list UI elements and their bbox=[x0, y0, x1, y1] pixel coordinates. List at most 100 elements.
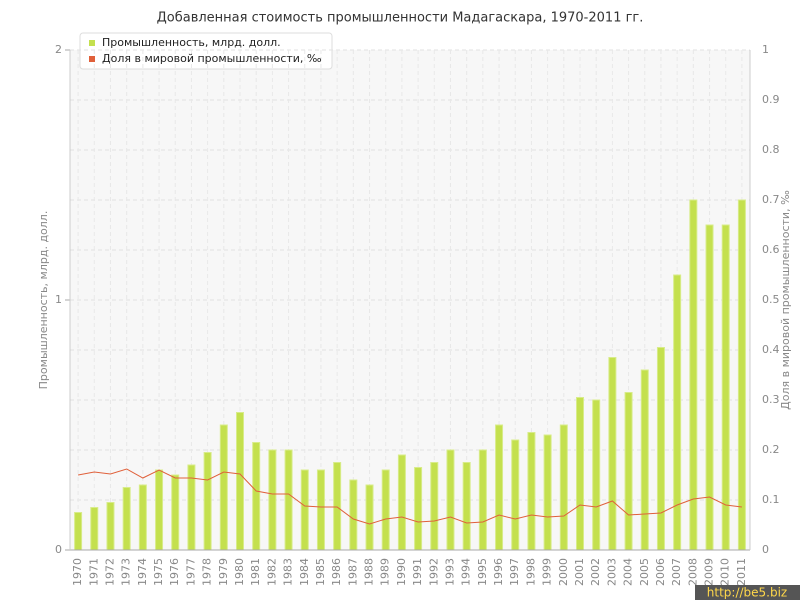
x-tick-label: 1980 bbox=[233, 558, 246, 586]
x-tick-label: 2002 bbox=[589, 558, 602, 586]
x-tick-label: 1974 bbox=[136, 558, 149, 586]
legend-label: Доля в мировой промышленности, ‰ bbox=[102, 52, 322, 65]
bar bbox=[527, 432, 536, 551]
y2-tick-label: 0.2 bbox=[762, 443, 780, 456]
x-tick-label: 1993 bbox=[443, 558, 456, 586]
x-tick-label: 2005 bbox=[638, 558, 651, 586]
bar bbox=[236, 412, 244, 551]
bar bbox=[349, 479, 358, 551]
bar bbox=[219, 424, 228, 551]
bar bbox=[414, 467, 423, 551]
x-tick-label: 1981 bbox=[249, 558, 262, 586]
x-tick-label: 2003 bbox=[605, 558, 618, 586]
bar bbox=[543, 434, 552, 551]
watermark: http://be5.biz bbox=[707, 586, 787, 600]
y2-tick-label: 0.6 bbox=[762, 243, 780, 256]
bar bbox=[721, 224, 730, 551]
bar bbox=[430, 462, 439, 551]
y2-axis-title: Доля в мировой промышленности, ‰ bbox=[779, 190, 792, 410]
x-tick-label: 1996 bbox=[492, 558, 505, 586]
bar bbox=[495, 424, 504, 551]
x-tick-label: 1975 bbox=[152, 558, 165, 586]
x-tick-label: 1984 bbox=[298, 558, 311, 586]
y-tick-label: 0 bbox=[55, 543, 62, 556]
bar bbox=[106, 502, 115, 551]
x-tick-label: 1982 bbox=[265, 558, 278, 586]
x-tick-label: 1983 bbox=[282, 558, 295, 586]
x-tick-label: 1992 bbox=[427, 558, 440, 586]
x-tick-label: 1976 bbox=[168, 558, 181, 586]
x-tick-label: 1999 bbox=[541, 558, 554, 586]
bar bbox=[203, 452, 212, 551]
bar bbox=[252, 442, 261, 551]
bar bbox=[316, 469, 325, 551]
legend-swatch bbox=[89, 56, 95, 62]
chart-title: Добавленная стоимость промышленности Мад… bbox=[157, 11, 644, 26]
bar bbox=[333, 462, 342, 551]
bar bbox=[640, 369, 649, 551]
bar bbox=[624, 392, 633, 551]
bar bbox=[656, 347, 665, 551]
y2-tick-label: 0.1 bbox=[762, 493, 780, 506]
bar bbox=[608, 357, 617, 551]
x-tick-label: 1978 bbox=[201, 558, 214, 586]
y2-tick-label: 0.7 bbox=[762, 193, 780, 206]
y2-tick-label: 0.5 bbox=[762, 293, 780, 306]
bar bbox=[381, 469, 390, 551]
y2-tick-label: 0.8 bbox=[762, 143, 780, 156]
bar bbox=[559, 424, 568, 551]
x-tick-label: 2009 bbox=[703, 558, 716, 586]
x-tick-label: 2001 bbox=[573, 558, 586, 586]
bar bbox=[138, 484, 147, 551]
y-tick-label: 1 bbox=[55, 293, 62, 306]
bar bbox=[446, 449, 455, 551]
bar bbox=[300, 469, 309, 551]
y-tick-label: 2 bbox=[55, 43, 62, 56]
bar bbox=[689, 199, 698, 551]
y2-tick-label: 0.4 bbox=[762, 343, 780, 356]
legend-label: Промышленность, млрд. долл. bbox=[102, 36, 281, 49]
bar bbox=[673, 274, 682, 551]
x-tick-label: 2011 bbox=[735, 558, 748, 586]
bar bbox=[511, 439, 520, 551]
x-tick-label: 1991 bbox=[411, 558, 424, 586]
bar bbox=[74, 512, 83, 551]
bar bbox=[478, 449, 487, 551]
x-tick-label: 2007 bbox=[670, 558, 683, 586]
x-tick-label: 1973 bbox=[120, 558, 133, 586]
bar bbox=[284, 449, 293, 551]
y2-tick-label: 0 bbox=[762, 543, 769, 556]
x-tick-label: 1972 bbox=[103, 558, 116, 586]
x-tick-label: 1977 bbox=[184, 558, 197, 586]
x-tick-label: 2004 bbox=[622, 558, 635, 586]
watermark-bg bbox=[695, 585, 800, 600]
x-tick-label: 1985 bbox=[314, 558, 327, 586]
bar bbox=[705, 224, 714, 551]
x-tick-label: 1998 bbox=[524, 558, 537, 586]
x-tick-label: 1970 bbox=[71, 558, 84, 586]
bar bbox=[365, 484, 374, 551]
x-tick-label: 1990 bbox=[395, 558, 408, 586]
bar bbox=[171, 474, 180, 551]
x-tick-label: 1988 bbox=[363, 558, 376, 586]
x-tick-label: 1997 bbox=[508, 558, 521, 586]
x-tick-label: 2000 bbox=[557, 558, 570, 586]
x-tick-label: 1979 bbox=[217, 558, 230, 586]
bar bbox=[122, 487, 131, 551]
x-tick-label: 1987 bbox=[346, 558, 359, 586]
line bbox=[78, 468, 742, 525]
x-tick-label: 1995 bbox=[476, 558, 489, 586]
x-tick-label: 2008 bbox=[686, 558, 699, 586]
y-axis-title: Промышленность, млрд. долл. bbox=[37, 211, 50, 390]
bar bbox=[576, 397, 584, 551]
bar bbox=[397, 454, 406, 551]
y2-tick-label: 0.9 bbox=[762, 93, 780, 106]
x-tick-label: 2006 bbox=[654, 558, 667, 586]
x-tick-label: 1989 bbox=[379, 558, 392, 586]
bar bbox=[90, 507, 99, 551]
legend-swatch bbox=[89, 40, 95, 46]
bar bbox=[155, 469, 164, 551]
bar bbox=[592, 399, 601, 551]
x-tick-label: 1986 bbox=[330, 558, 343, 586]
